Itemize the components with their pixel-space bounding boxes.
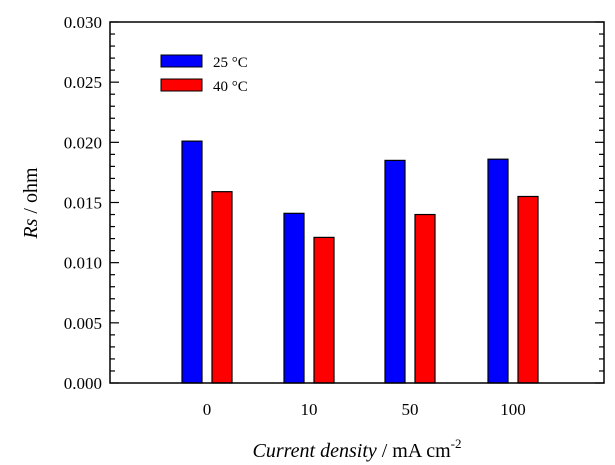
bar-25c-10 — [283, 212, 305, 384]
x-axis-title: Current density / mA cm-2 — [253, 436, 462, 462]
y-tick-label: 0.010 — [64, 254, 102, 273]
ticks-layer: 0.000 0.005 0.010 0.015 0.020 0.025 0.030 0 10 50… — [64, 13, 604, 419]
legend-swatch-25c — [160, 54, 203, 68]
x-tick-label: 10 — [301, 400, 318, 419]
bar-25c-100 — [487, 158, 509, 384]
y-tick-label: 0.000 — [64, 374, 102, 393]
y-tick-label: 0.020 — [64, 133, 102, 152]
y-tick-label: 0.030 — [64, 13, 102, 32]
y-axis-title: Rs / ohm — [20, 167, 42, 240]
bars-layer — [181, 140, 539, 384]
bar-40c-10 — [313, 236, 335, 384]
bar-40c-50 — [414, 213, 436, 384]
x-tick-label: 50 — [402, 400, 419, 419]
legend: 25 °C 40 °C — [160, 54, 248, 95]
bar-25c-0 — [181, 140, 203, 384]
x-tick-label: 100 — [500, 400, 526, 419]
legend-label-40c: 40 °C — [213, 79, 248, 95]
bar-25c-50 — [384, 159, 406, 384]
y-tick-label: 0.005 — [64, 314, 102, 333]
bar-40c-0 — [211, 191, 233, 384]
bar-40c-100 — [517, 195, 539, 384]
plot-frame — [109, 21, 605, 384]
y-tick-label: 0.015 — [64, 194, 102, 213]
y-tick-label: 0.025 — [64, 73, 102, 92]
x-tick-label: 0 — [203, 400, 212, 419]
legend-label-25c: 25 °C — [213, 55, 248, 71]
legend-swatch-40c — [160, 78, 203, 92]
